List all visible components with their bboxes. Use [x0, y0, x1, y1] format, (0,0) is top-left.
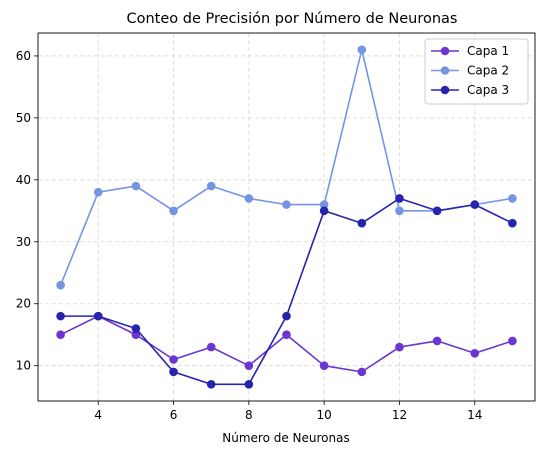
y-tick-label: 40: [16, 173, 31, 187]
series-1: [56, 311, 517, 377]
legend-label: Capa 2: [467, 64, 509, 78]
chart-title: Conteo de Precisión por Número de Neuron…: [126, 11, 457, 27]
data-point: [508, 218, 517, 228]
data-point: [169, 206, 178, 216]
series-layer: [56, 45, 517, 389]
x-tick-label: 14: [467, 408, 482, 422]
data-point: [395, 194, 404, 203]
data-point: [282, 200, 291, 209]
data-point: [432, 206, 442, 216]
data-point: [395, 342, 404, 352]
data-point: [319, 200, 329, 209]
legend-box: [424, 38, 529, 105]
y-tick-label: 30: [16, 235, 31, 249]
data-point: [244, 361, 254, 370]
series-line: [60, 315, 513, 373]
data-point: [169, 355, 178, 364]
x-tick-label: 10: [317, 408, 332, 422]
grid-lines: [38, 33, 535, 401]
data-point: [395, 206, 404, 216]
data-point: [357, 45, 367, 55]
legend-swatch-marker: [440, 85, 450, 95]
data-point: [93, 187, 103, 197]
data-point: [93, 311, 103, 321]
legend-item: Capa 3: [431, 83, 509, 97]
legend-label: Capa 1: [467, 44, 509, 58]
y-tick-label: 20: [16, 297, 31, 311]
data-point: [508, 194, 517, 203]
x-tick-label: 12: [392, 408, 407, 422]
legend: Capa 1 Capa 2 Capa 3: [424, 38, 529, 105]
y-tick-label: 60: [16, 49, 31, 63]
data-point: [56, 311, 65, 321]
data-point: [206, 379, 216, 389]
legend-swatch-marker: [440, 46, 450, 56]
data-point: [56, 280, 65, 290]
data-point: [282, 311, 291, 321]
data-point: [508, 336, 517, 346]
legend-swatch-marker: [440, 66, 450, 75]
x-tick-label: 4: [94, 408, 102, 422]
series-3: [56, 194, 517, 389]
y-tick-label: 10: [16, 359, 31, 373]
data-point: [206, 342, 216, 352]
y-axis: 10 20 30 40 50 60: [16, 49, 38, 373]
data-point: [357, 367, 367, 377]
data-point: [432, 336, 442, 346]
series-line: [60, 197, 513, 386]
legend-item: Capa 1: [431, 44, 509, 58]
x-axis: 4 6 8 10 12 14: [94, 401, 482, 422]
legend-label: Capa 3: [467, 83, 509, 97]
data-point: [244, 194, 254, 203]
y-tick-label: 50: [16, 111, 31, 125]
data-point: [131, 181, 141, 191]
data-point: [169, 367, 178, 377]
data-point: [131, 324, 141, 333]
data-point: [470, 200, 480, 209]
data-point: [206, 181, 216, 191]
data-point: [319, 361, 329, 370]
x-axis-label: Número de Neuronas: [222, 431, 349, 445]
data-point: [282, 330, 291, 340]
plot-area-frame: [37, 32, 536, 402]
data-point: [319, 206, 329, 216]
data-point: [357, 218, 367, 228]
legend-item: Capa 2: [431, 64, 509, 78]
x-tick-label: 6: [170, 408, 178, 422]
x-tick-label: 8: [245, 408, 253, 422]
data-point: [470, 348, 480, 358]
data-point: [244, 379, 254, 389]
data-point: [56, 330, 65, 340]
data-point: [131, 330, 141, 340]
